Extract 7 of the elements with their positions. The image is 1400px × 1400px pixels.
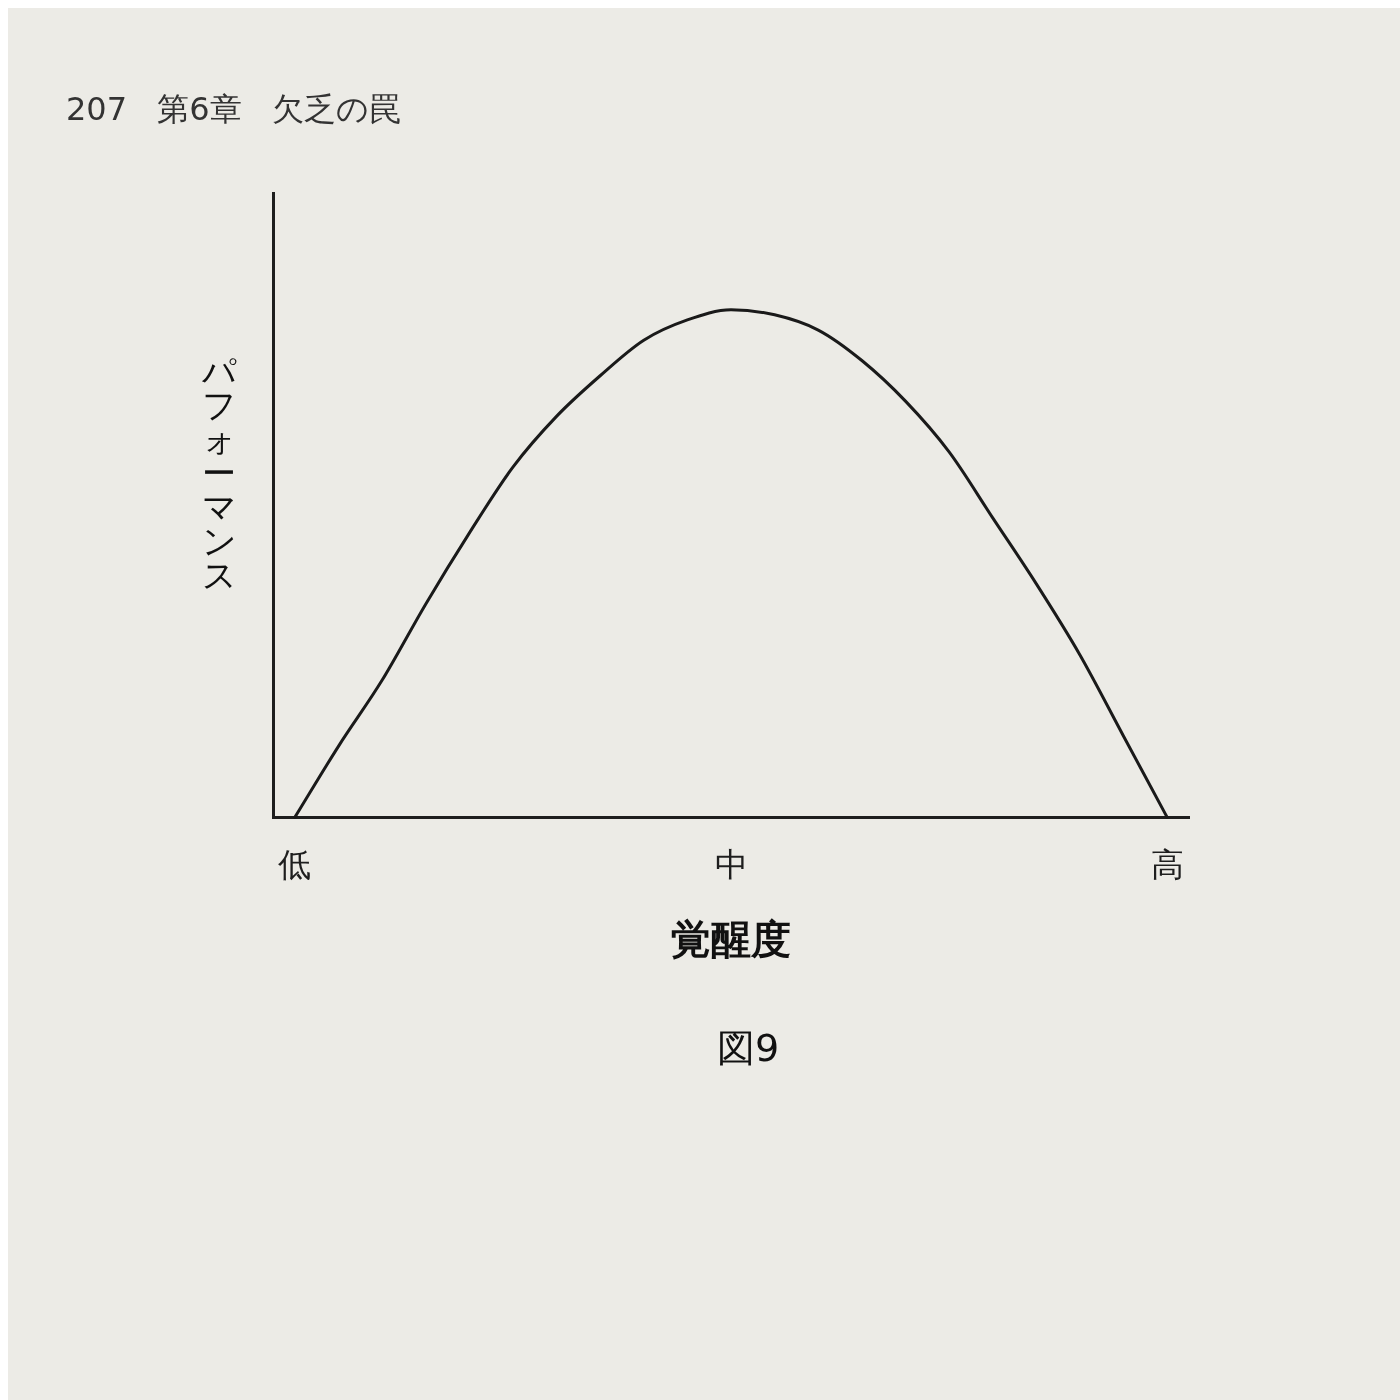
x-tick-label: 低 [278,844,312,884]
y-axis-title: パフォーマンス [202,351,237,595]
x-axis-title: 覚醒度 [671,916,791,963]
x-tick-label: 中 [714,844,748,884]
x-tick-label: 高 [1150,844,1184,884]
text: 207 第6章 欠乏の罠 [66,89,401,130]
caption: 図9 [715,1025,781,1072]
